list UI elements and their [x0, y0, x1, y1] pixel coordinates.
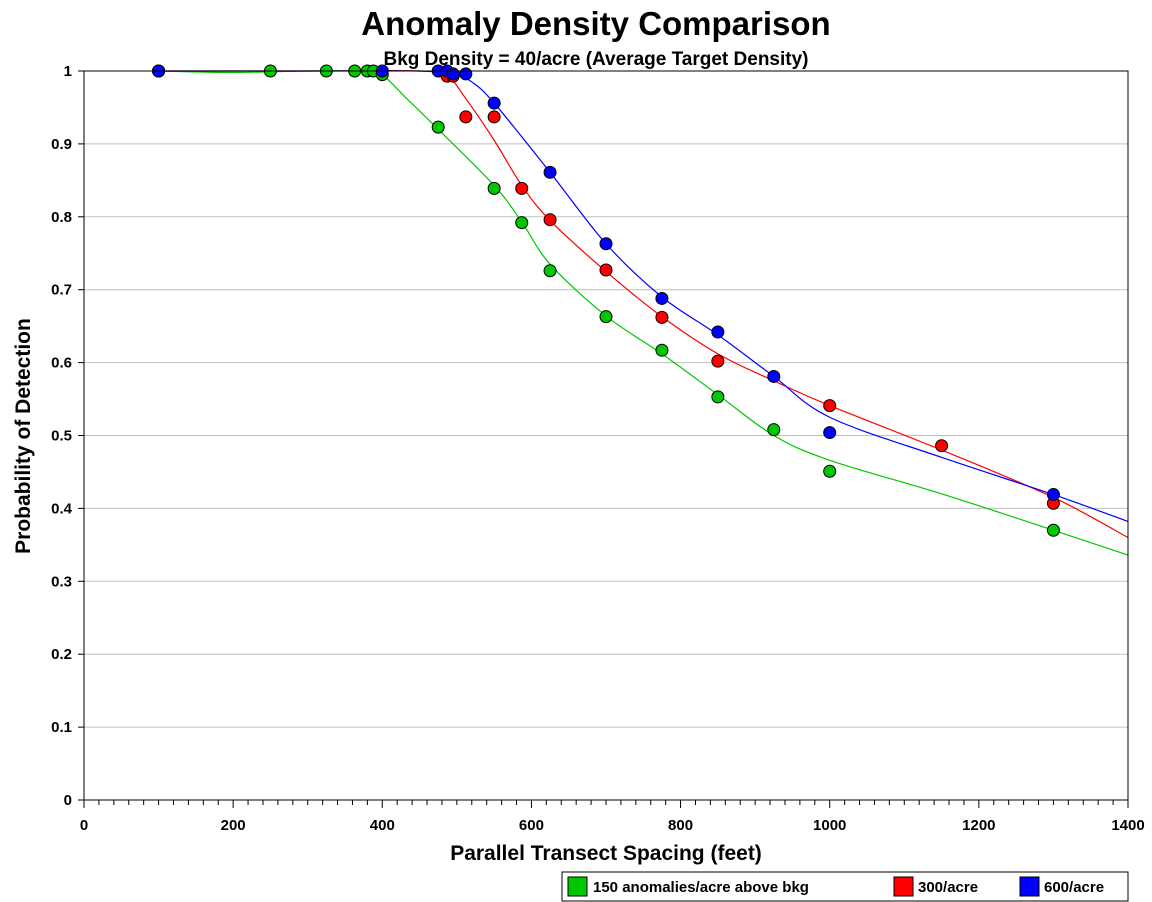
data-point-600-4: [446, 67, 460, 81]
y-tick-label-4: 0.4: [51, 500, 73, 517]
legend-swatch-300: [893, 876, 914, 897]
legend-swatch-150: [567, 876, 588, 897]
x-tick-label-6: 1200: [962, 817, 995, 834]
y-tick-label-5: 0.5: [51, 428, 72, 445]
data-point-150-14: [767, 423, 781, 437]
y-tick-label-7: 0.7: [51, 282, 72, 299]
data-point-150-9: [515, 216, 529, 230]
data-point-300-7: [599, 263, 613, 277]
chart-subtitle: Bkg Density = 40/acre (Average Target De…: [383, 49, 808, 70]
data-point-300-8: [655, 310, 669, 324]
data-point-300-10: [823, 399, 837, 413]
x-tick-label-3: 600: [519, 817, 544, 834]
data-point-150-15: [823, 464, 837, 478]
legend-label-150: 150 anomalies/acre above bkg: [593, 879, 809, 896]
data-point-150-10: [543, 264, 557, 278]
legend: 150 anomalies/acre above bkg 300/acre 60…: [561, 871, 1129, 902]
legend-swatch-600: [1019, 876, 1040, 897]
data-point-600-7: [543, 165, 557, 179]
x-axis-label: Parallel Transect Spacing (feet): [450, 842, 762, 865]
data-point-300-6: [543, 213, 557, 227]
data-point-600-9: [655, 291, 669, 305]
y-tick-label-2: 0.2: [51, 646, 72, 663]
x-tick-label-5: 1000: [813, 817, 846, 834]
x-axis-ticks: 0 200 400 600 800 1000 1200 1400: [80, 800, 1145, 834]
y-tick-label-10: 1: [64, 63, 72, 80]
data-point-300-11: [935, 439, 949, 453]
data-point-300-4: [487, 110, 501, 124]
data-point-300-9: [711, 354, 725, 368]
data-point-150-8: [487, 181, 501, 195]
data-point-300-3: [459, 110, 473, 124]
y-tick-label-3: 0.3: [51, 573, 72, 590]
data-point-600-10: [711, 325, 725, 339]
y-tick-label-8: 0.8: [51, 209, 72, 226]
legend-label-300: 300/acre: [918, 879, 978, 896]
data-point-600-12: [823, 426, 837, 440]
x-tick-label-7: 1400: [1111, 817, 1144, 834]
data-point-300-5: [515, 181, 529, 195]
x-tick-label-2: 400: [370, 817, 395, 834]
data-point-150-13: [711, 390, 725, 404]
chart-title: Anomaly Density Comparison: [361, 5, 830, 42]
data-point-600-8: [599, 237, 613, 251]
y-axis-ticks: 0 0.1 0.2 0.3 0.4 0.5 0.6 0.7 0.8 0.9 1: [51, 63, 84, 809]
x-tick-label-0: 0: [80, 817, 88, 834]
legend-label-600: 600/acre: [1044, 879, 1104, 896]
x-tick-label-4: 800: [668, 817, 693, 834]
data-point-150-12: [655, 343, 669, 357]
data-point-600-6: [487, 96, 501, 110]
data-point-600-13: [1046, 488, 1060, 502]
data-point-150-7: [431, 120, 445, 134]
x-tick-label-1: 200: [221, 817, 246, 834]
y-tick-label-1: 0.1: [51, 719, 72, 736]
data-point-150-11: [599, 310, 613, 324]
y-axis-label: Probability of Detection: [12, 318, 35, 554]
data-point-600-5: [459, 67, 473, 81]
data-point-150-16: [1046, 523, 1060, 537]
y-tick-label-0: 0: [64, 792, 72, 809]
data-point-600-11: [767, 369, 781, 383]
y-tick-label-9: 0.9: [51, 136, 72, 153]
y-tick-label-6: 0.6: [51, 355, 72, 372]
